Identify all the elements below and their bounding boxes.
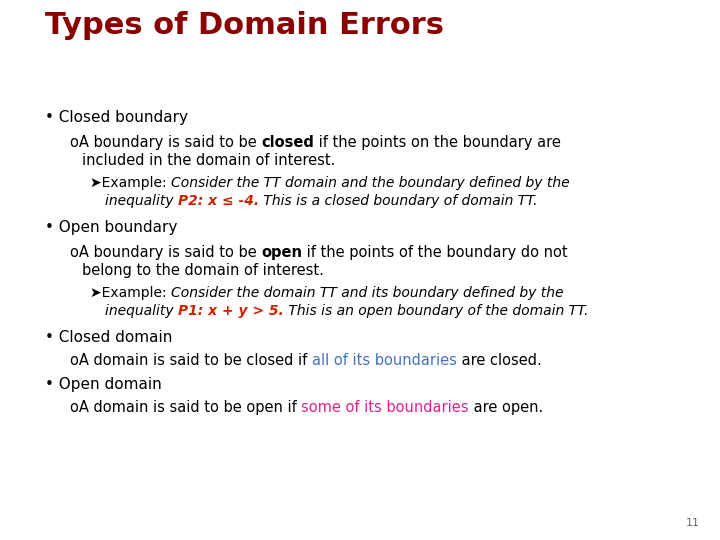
Text: inequality: inequality <box>105 304 178 318</box>
Text: oA boundary is said to be: oA boundary is said to be <box>70 135 261 150</box>
Text: This is an open boundary of the domain TT.: This is an open boundary of the domain T… <box>284 304 588 318</box>
Text: ➤Example:: ➤Example: <box>90 286 171 300</box>
Text: • Open boundary: • Open boundary <box>45 220 177 235</box>
Text: closed: closed <box>261 135 314 150</box>
Text: all of its boundaries: all of its boundaries <box>312 353 456 368</box>
Text: oA boundary is said to be: oA boundary is said to be <box>70 245 261 260</box>
Text: • Open domain: • Open domain <box>45 377 162 392</box>
Text: • Closed domain: • Closed domain <box>45 330 172 345</box>
Text: Types of Domain Errors: Types of Domain Errors <box>45 11 444 40</box>
Text: oA domain is said to be open if: oA domain is said to be open if <box>70 400 302 415</box>
Text: open: open <box>261 245 302 260</box>
Text: 11: 11 <box>686 518 700 528</box>
Text: Consider the domain TT and its boundary defined by the: Consider the domain TT and its boundary … <box>171 286 564 300</box>
Text: P1: x + y > 5.: P1: x + y > 5. <box>178 304 284 318</box>
Text: if the points of the boundary do not: if the points of the boundary do not <box>302 245 568 260</box>
Text: belong to the domain of interest.: belong to the domain of interest. <box>82 263 324 278</box>
Text: included in the domain of interest.: included in the domain of interest. <box>82 153 336 168</box>
Text: some of its boundaries: some of its boundaries <box>302 400 469 415</box>
Text: are open.: are open. <box>469 400 543 415</box>
Text: oA domain is said to be closed if: oA domain is said to be closed if <box>70 353 312 368</box>
Text: inequality: inequality <box>105 194 178 208</box>
Text: This is a closed boundary of domain TT.: This is a closed boundary of domain TT. <box>259 194 538 208</box>
Text: Consider the TT domain and the boundary defined by the: Consider the TT domain and the boundary … <box>171 176 570 190</box>
Text: are closed.: are closed. <box>456 353 541 368</box>
Text: • Closed boundary: • Closed boundary <box>45 110 188 125</box>
Text: if the points on the boundary are: if the points on the boundary are <box>314 135 561 150</box>
Text: P2: x ≤ -4.: P2: x ≤ -4. <box>178 194 259 208</box>
Text: ➤Example:: ➤Example: <box>90 176 171 190</box>
